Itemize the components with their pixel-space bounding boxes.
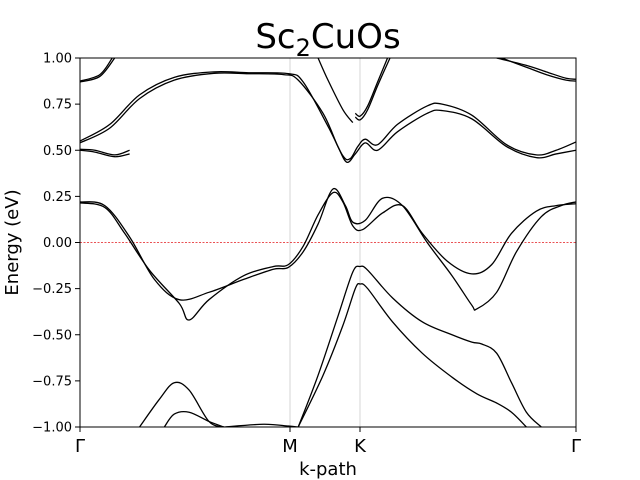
band-6 [354,58,391,121]
x-axis-label: k-path [299,459,357,480]
chart-title: Sc2CuOs [255,17,400,62]
title-subscript: 2 [296,34,311,62]
band-1 [80,58,113,82]
band-7 [354,58,389,118]
y-tick-label-3: −0.25 [32,282,72,297]
band-0 [80,58,116,83]
y-tick-label-7: 0.75 [43,98,72,113]
y-axis-ticks: −1.00 −0.75 −0.50 −0.25 0.00 0.25 0.50 0.75 1.00 [32,52,80,436]
band-16 [297,265,542,427]
y-tick-label-2: −0.50 [32,328,72,343]
y-tick-label-8: 1.00 [43,52,72,67]
y-tick-label-1: −0.75 [32,374,72,389]
title-part-2: CuOs [311,17,401,57]
y-tick-label-5: 0.25 [43,190,72,205]
band-lines [80,58,576,427]
band-13 [138,381,225,427]
band-9 [496,58,576,80]
band-14 [163,410,225,427]
y-tick-label-0: −1.00 [32,421,72,436]
band-3 [80,70,576,161]
band-17 [297,283,527,427]
x-tick-label-1: M [282,436,298,457]
band-12 [80,187,576,311]
band-10 [317,58,354,123]
y-tick-label-4: 0.00 [43,236,72,251]
band-4 [80,149,130,158]
band-2 [80,72,576,164]
title-part-1: Sc [255,17,295,57]
band-8 [501,58,576,82]
x-tick-label-2: K [354,436,367,457]
band-5 [80,148,130,156]
y-axis-label: Energy (eV) [2,189,23,295]
x-tick-label-0: Γ [75,436,85,457]
band-11 [80,191,576,321]
y-tick-label-6: 0.50 [43,144,72,159]
x-tick-label-3: Γ [571,436,581,457]
